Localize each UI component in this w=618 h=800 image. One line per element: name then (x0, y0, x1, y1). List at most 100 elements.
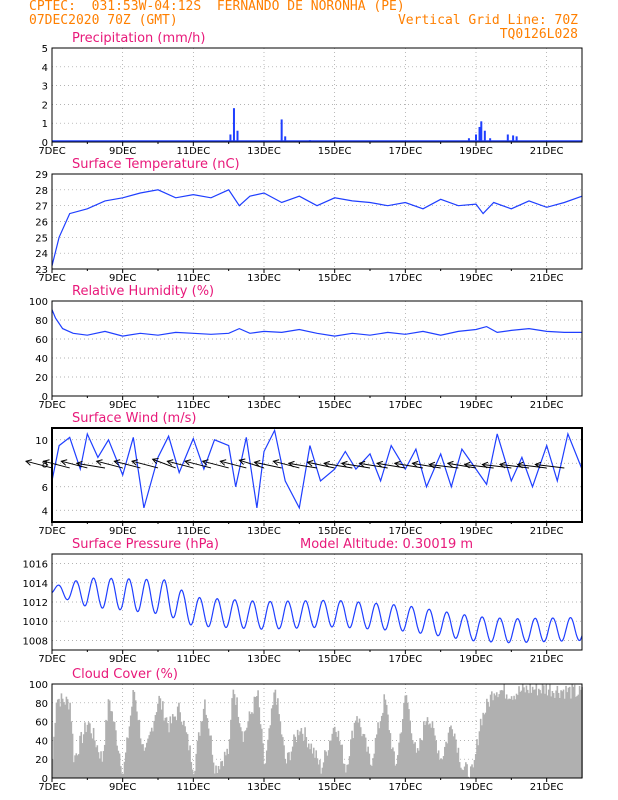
cloud-cover-xtick-label: 7DEC (38, 782, 65, 793)
pressure-ytick-label: 1010 (23, 617, 48, 628)
cloud-cover-bar (173, 716, 175, 778)
cloud-cover-bar (283, 745, 285, 778)
cloud-cover-bar (286, 752, 289, 778)
wind-arrow (76, 462, 106, 469)
cloud-cover-bar (309, 749, 311, 778)
wind-arrow-head (287, 460, 295, 468)
cloud-cover-bar (242, 741, 245, 778)
precipitation-ytick-label: 3 (42, 82, 48, 93)
cloud-cover-bar (474, 754, 477, 778)
temperature-xtick-label: 9DEC (109, 273, 136, 284)
pressure-xtick-label: 11DEC (176, 654, 210, 665)
precipitation-bar (515, 136, 518, 142)
wind-arrow-head (516, 461, 524, 469)
precipitation-bar (236, 130, 239, 142)
cloud-cover-bar (180, 721, 183, 778)
cloud-cover-bar (134, 700, 137, 778)
cloud-cover-bar (301, 733, 304, 778)
wind-arrow (464, 463, 494, 469)
cloud-cover-bar (343, 763, 346, 778)
cloud-cover-bar (238, 723, 241, 778)
cloud-cover-bar (385, 704, 388, 778)
cloud-cover-bar (77, 754, 80, 778)
cloud-cover-bar (293, 734, 295, 778)
wind-xtick-label: 15DEC (318, 526, 352, 537)
cloud-cover-bar (559, 697, 561, 778)
cloud-cover-bar (272, 705, 274, 778)
cloud-cover-bar (528, 693, 530, 778)
cloud-cover-bar (371, 765, 373, 778)
wind-arrow-head (481, 461, 489, 469)
cloud-cover-bar (379, 721, 382, 778)
cloud-cover-bar (158, 695, 160, 778)
cloud-cover-bar (206, 718, 209, 778)
precipitation-panel: Precipitation (mm/h) 0 1 2 3 4 5 7DEC 9DEC 11DEC 1… (38, 31, 583, 157)
wind-arrow-head (428, 461, 436, 469)
precipitation-xtick-label: 19DEC (459, 146, 493, 157)
cloud-cover-bar (167, 723, 169, 778)
cloud-cover-bar (463, 766, 466, 778)
cloud-cover-bar (210, 735, 212, 778)
cloud-cover-bar (580, 689, 582, 778)
cloud-cover-bar (257, 690, 259, 778)
cloud-cover-bar (192, 774, 195, 778)
wind-arrow-head (75, 460, 83, 468)
cloud-cover-bar (284, 758, 287, 778)
cloud-cover-bar (353, 722, 356, 778)
cloud-cover-bar (178, 702, 180, 778)
cloud-cover-bar (439, 759, 441, 778)
cloud-cover-bar (65, 696, 68, 778)
cloud-cover-bar (552, 693, 555, 778)
wind-arrow-head (131, 459, 138, 466)
cloud-cover-bar (251, 712, 253, 778)
wind-xtick-label: 9DEC (109, 526, 136, 537)
cloud-cover-bar (330, 740, 332, 778)
cloud-cover-bar (460, 767, 462, 778)
cloud-cover-bar (289, 760, 292, 778)
cloud-cover-bar (512, 699, 514, 778)
cloud-cover-bar (174, 716, 177, 778)
cloud-cover-bar (115, 730, 117, 778)
cloud-cover-bar (476, 739, 478, 778)
wind-xtick-label: 17DEC (388, 526, 422, 537)
wind-xtick-label: 7DEC (38, 526, 65, 537)
cloud-cover-bar (277, 698, 279, 778)
header-grid-line: Vertical Grid Line: 70Z (397, 13, 578, 28)
cloud-cover-bar (327, 750, 330, 778)
cloud-cover-bar (237, 716, 240, 778)
precipitation-bar (467, 138, 470, 142)
cloud-cover-bar (361, 736, 363, 778)
cloud-cover-bar (97, 752, 100, 778)
cloud-cover-bar (84, 722, 86, 778)
cloud-cover-bar (162, 701, 164, 778)
cloud-cover-bar (190, 761, 193, 778)
cloud-cover-bar (531, 686, 534, 778)
cloud-cover-bar (442, 756, 445, 778)
cloud-cover-bar (566, 692, 569, 778)
cloud-cover-bar (205, 714, 207, 778)
wind-arrow (517, 463, 547, 469)
humidity-xtick-label: 13DEC (247, 400, 281, 411)
cloud-cover-bar (430, 727, 433, 778)
cloud-cover-bar (367, 746, 369, 778)
cloud-cover-bar (128, 726, 131, 778)
cloud-cover-bar (347, 764, 350, 778)
cloud-cover-bar (508, 698, 510, 778)
wind-arrow-head (411, 460, 419, 468)
cloud-cover-bar (74, 755, 76, 778)
cloud-cover-bar (265, 750, 268, 778)
cloud-cover-bar (331, 733, 334, 778)
precipitation-ytick-label: 1 (42, 119, 48, 130)
cloud-cover-bar (487, 701, 489, 778)
humidity-xtick-label: 19DEC (459, 400, 493, 411)
precipitation-title: Precipitation (mm/h) (72, 31, 205, 46)
cloud-cover-bar (228, 739, 231, 778)
cloud-cover-bar (520, 690, 523, 778)
wind-arrow (273, 460, 300, 469)
cloud-cover-bar (324, 750, 326, 778)
cloud-cover-bar (413, 743, 415, 778)
cloud-cover-bar (314, 757, 316, 778)
wind-ytick-label: 6 (42, 483, 48, 494)
cloud-cover-bar (369, 764, 372, 778)
cloud-cover-bar (455, 739, 457, 778)
